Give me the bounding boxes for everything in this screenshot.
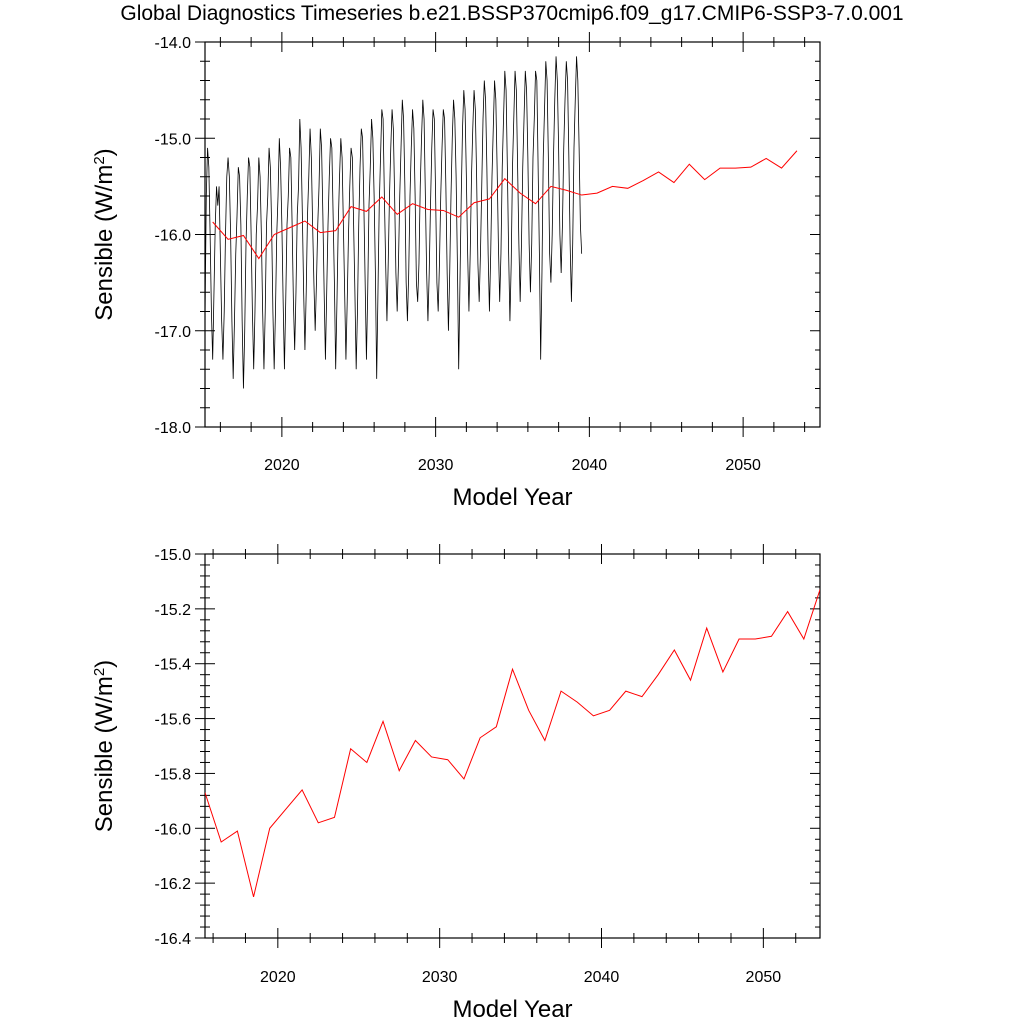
y-tick-label: -15.4 xyxy=(155,657,192,674)
monthly-series-line xyxy=(205,56,583,389)
y-axis-title: Sensible (W/m2) xyxy=(91,148,119,320)
x-axis-title: Model Year xyxy=(452,484,572,511)
y-tick-label: -15.2 xyxy=(155,602,192,619)
x-tick-label: 2030 xyxy=(422,969,458,986)
y-tick-label: -15.0 xyxy=(155,547,192,564)
x-tick-label: 2020 xyxy=(264,457,300,474)
annual-mean-series-line xyxy=(212,150,798,260)
y-tick-label: -14.0 xyxy=(155,35,192,52)
x-tick-label: 2040 xyxy=(572,457,608,474)
x-tick-label: 2030 xyxy=(418,457,454,474)
x-tick-label: 2020 xyxy=(260,969,296,986)
top-timeseries-panel: -18.0 -17.0 -16.0 -15.0 -14.0 2020 2030 2040 205… xyxy=(91,32,821,511)
x-tick-label: 2050 xyxy=(746,969,782,986)
y-tick-label: -18.0 xyxy=(155,420,192,437)
y-tick-label: -16.0 xyxy=(155,228,192,245)
y-tick-label: -15.6 xyxy=(155,712,192,729)
x-tick-label: 2040 xyxy=(584,969,620,986)
page-title: Global Diagnostics Timeseries b.e21.BSSP… xyxy=(120,2,904,25)
plot-frame xyxy=(204,553,821,939)
y-tick-label: -16.0 xyxy=(155,821,192,838)
bottom-timeseries-panel: -16.4 -16.2 -16.0 -15.8 -15.6 -15.4 -15.2 -15.0… xyxy=(91,544,821,1023)
y-axis-title: Sensible (W/m2) xyxy=(91,660,119,832)
x-axis-title: Model Year xyxy=(452,996,572,1023)
y-tick-label: -15.0 xyxy=(155,131,192,148)
y-tick-label: -16.4 xyxy=(155,931,192,948)
y-tick-label: -16.2 xyxy=(155,876,192,893)
y-tick-label: -17.0 xyxy=(155,324,192,341)
y-tick-label: -15.8 xyxy=(155,766,192,783)
annual-mean-series-line xyxy=(205,589,820,897)
x-tick-label: 2050 xyxy=(725,457,761,474)
